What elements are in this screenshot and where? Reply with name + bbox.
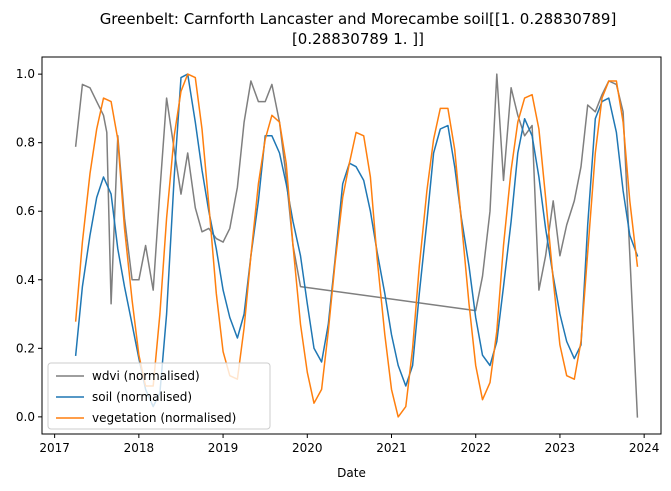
- x-axis-label: Date: [337, 466, 366, 480]
- y-tick-label: 0.4: [16, 273, 35, 287]
- x-tick-label: 2019: [208, 441, 239, 455]
- plot-frame: [41, 56, 662, 435]
- legend-label: vegetation (normalised): [92, 411, 236, 425]
- chart-title-line-2: [0.28830789 1. ]]: [292, 30, 424, 48]
- legend-box: [47, 362, 271, 430]
- x-tick-label: 2022: [460, 441, 491, 455]
- y-tick-label: 0.6: [16, 204, 35, 218]
- series-line-1: [74, 73, 639, 408]
- x-tick-label: 2021: [376, 441, 407, 455]
- series-line-0: [74, 73, 639, 418]
- chart-title: Greenbelt: Carnforth Lancaster and Morec…: [100, 10, 617, 48]
- x-tick-label: 2020: [292, 441, 323, 455]
- x-axis-ticks: 2017 2018 2019 2020 2021 2022 2023 2024: [39, 434, 659, 455]
- y-tick-label: 0.2: [16, 341, 35, 355]
- chart-title-line-1: Greenbelt: Carnforth Lancaster and Morec…: [100, 10, 617, 28]
- legend: wdvi (normalised) soil (normalised) vegeta…: [47, 362, 271, 430]
- x-tick-label: 2018: [124, 441, 155, 455]
- legend-label: soil (normalised): [92, 390, 192, 404]
- series-line-2: [74, 73, 639, 418]
- plot-lines: [74, 73, 639, 418]
- y-tick-label: 0.0: [16, 410, 35, 424]
- x-tick-label: 2024: [629, 441, 660, 455]
- y-axis-ticks: 0.0 0.2 0.4 0.6 0.8 1.0: [16, 67, 42, 424]
- x-tick-label: 2017: [39, 441, 70, 455]
- legend-label: wdvi (normalised): [92, 369, 200, 383]
- x-tick-label: 2023: [545, 441, 576, 455]
- y-tick-label: 1.0: [16, 67, 35, 81]
- y-tick-label: 0.8: [16, 136, 35, 150]
